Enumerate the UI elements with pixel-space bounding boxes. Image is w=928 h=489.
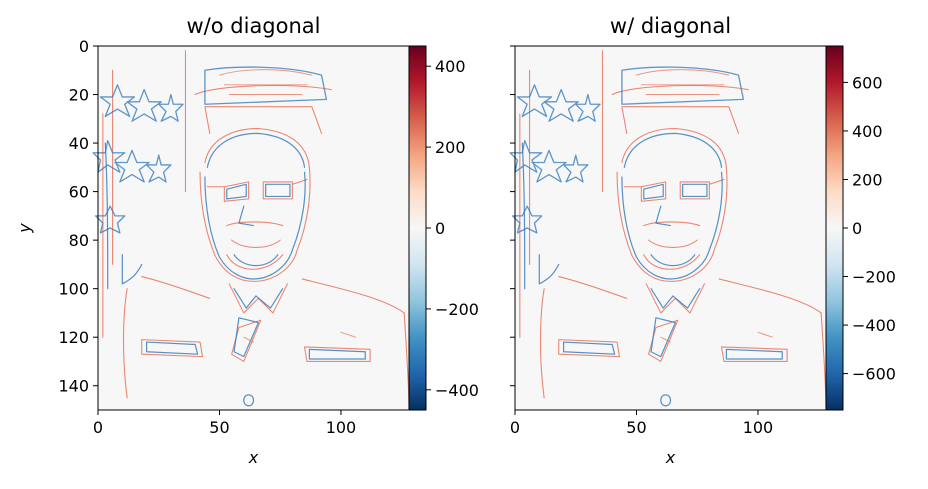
colorbar-tick-label: 600 <box>852 73 883 92</box>
colorbar-tick-label: −400 <box>852 316 896 335</box>
colorbar-gradient <box>826 46 843 410</box>
colorbar-tick-label: 0 <box>435 219 445 238</box>
x-axis-label: x <box>248 448 259 467</box>
heatmap-panel-1: w/o diagonal 0 50 100 0 20 40 60 80 100 120 140 x y 40… <box>15 14 479 467</box>
colorbar-tick-label: 400 <box>435 57 466 76</box>
y-tick-label: 20 <box>69 86 89 105</box>
x-tick-label: 50 <box>209 418 229 437</box>
chart-title: w/ diagonal <box>610 14 731 38</box>
heatmap-panel-2: w/ diagonal 0 50 100 x 600 400 200 0 −200 −400 −600 <box>509 14 896 467</box>
x-tick-label: 100 <box>743 418 774 437</box>
colorbar-tick-label: −600 <box>852 365 896 384</box>
y-tick-label: 0 <box>79 37 89 56</box>
y-tick-label: 80 <box>69 231 89 250</box>
colorbar-tick-label: 200 <box>852 170 883 189</box>
x-tick-label: 0 <box>93 418 103 437</box>
colorbar: 600 400 200 0 −200 −400 −600 <box>825 45 896 411</box>
colorbar: 400 200 0 −200 −400 <box>408 45 479 411</box>
colorbar-tick-label: 200 <box>435 138 466 157</box>
heatmap-image <box>98 46 409 410</box>
y-tick-label: 140 <box>58 377 89 396</box>
x-tick-label: 50 <box>626 418 646 437</box>
heatmap-image <box>515 46 826 410</box>
colorbar-tick-label: 0 <box>852 219 862 238</box>
colorbar-tick-label: −400 <box>435 381 479 400</box>
colorbar-tick-label: 400 <box>852 122 883 141</box>
x-axis-label: x <box>665 448 676 467</box>
x-tick-label: 0 <box>510 418 520 437</box>
chart-title: w/o diagonal <box>187 14 321 38</box>
colorbar-tick-label: −200 <box>435 300 479 319</box>
y-axis-label: y <box>15 223 34 234</box>
colorbar-tick-label: −200 <box>852 268 896 287</box>
colorbar-gradient <box>409 46 426 410</box>
x-tick-label: 100 <box>326 418 357 437</box>
y-tick-label: 60 <box>69 183 89 202</box>
y-tick-label: 100 <box>58 280 89 299</box>
y-tick-label: 40 <box>69 134 89 153</box>
y-tick-label: 120 <box>58 328 89 347</box>
